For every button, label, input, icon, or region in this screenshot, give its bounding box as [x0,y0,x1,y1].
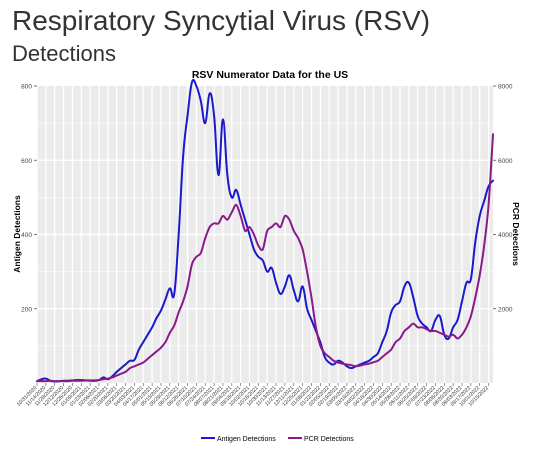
x-axis-ticks: 10/31/202011/14/202011/28/202012/12/2020… [16,383,490,408]
left-tick-label: 400 [21,232,32,239]
series-line-antigen [36,78,494,383]
right-tick-label: 4000 [498,232,513,239]
series-layer [36,78,494,383]
left-tick-label: 800 [21,84,32,91]
right-axis-ticks: 2000 4000 6000 8000 [493,84,513,313]
left-axis-ticks: 200 400 600 800 [21,84,37,313]
horizontal-gridlines [37,122,493,347]
page-title: Respiratory Syncytial Virus (RSV) [12,5,431,36]
legend: Antigen Detections PCR Detections [201,436,354,443]
legend-label-antigen: Antigen Detections [217,436,276,443]
left-tick-label: 200 [21,306,32,313]
legend-label-pcr: PCR Detections [304,436,354,443]
page-subtitle: Detections [12,41,116,66]
series-line-pcr [36,133,494,383]
y-axis-label-right: PCR Detections [511,202,521,266]
left-tick-label: 600 [21,158,32,165]
chart-title: RSV Numerator Data for the US [192,69,348,81]
right-tick-label: 6000 [498,158,513,165]
y-axis-label-left: Antigen Detections [12,195,22,273]
right-tick-label: 8000 [498,84,513,91]
right-tick-label: 2000 [498,306,513,313]
